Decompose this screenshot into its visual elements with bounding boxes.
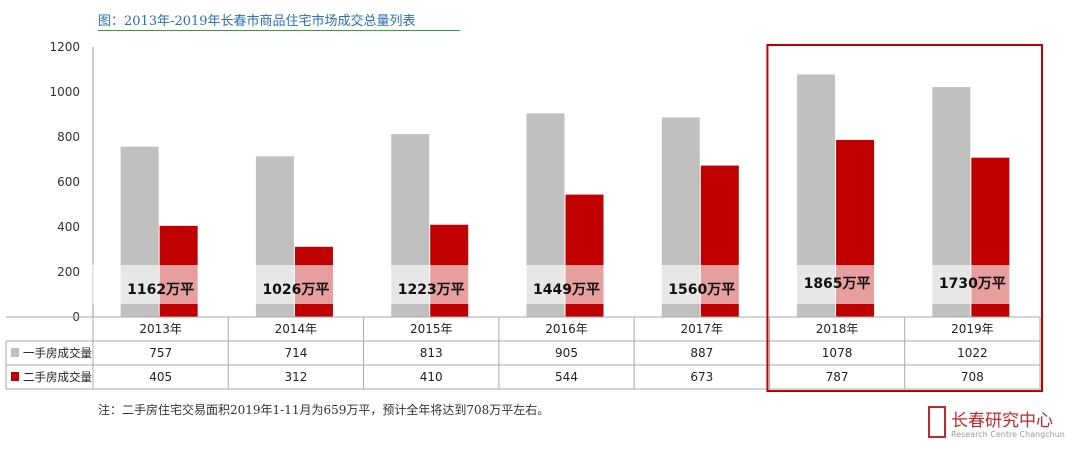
table-cell-second: 312 — [284, 370, 307, 384]
table-cell-new: 714 — [284, 346, 307, 360]
table-cell-new: 1078 — [822, 346, 853, 360]
y-tick-label: 800 — [57, 130, 80, 144]
x-tick-label: 2013年 — [139, 322, 182, 336]
table-cell-new: 813 — [420, 346, 443, 360]
footnote: 注：二手房住宅交易面积2019年1-11月为659万平，预计全年将达到708万平… — [98, 403, 550, 417]
y-tick-label: 400 — [57, 220, 80, 234]
table-cell-new: 905 — [555, 346, 578, 360]
logo-name: 长春研究中心 — [951, 411, 1053, 431]
legend-swatch-second — [11, 372, 19, 381]
legend-label-second: 二手房成交量 — [23, 370, 92, 384]
table-cell-second: 673 — [690, 370, 713, 384]
chart-title: 图：2013年-2019年长春市商品住宅市场成交总量列表 — [98, 14, 416, 29]
logo-mark-icon — [928, 406, 946, 438]
total-label-2: 1223万平 — [398, 282, 465, 298]
y-tick-label: 600 — [57, 175, 80, 189]
total-label-0: 1162万平 — [127, 282, 194, 298]
total-band-1 — [227, 265, 364, 304]
total-band-4 — [633, 265, 770, 304]
title-underline — [98, 30, 460, 31]
x-tick-label: 2015年 — [410, 322, 453, 336]
table-cell-second: 405 — [149, 370, 172, 384]
highlight-box — [766, 44, 1044, 392]
table-cell-second: 708 — [961, 370, 984, 384]
y-tick-label: 1000 — [49, 85, 80, 99]
total-label-4: 1560万平 — [668, 282, 735, 298]
total-label-5: 1865万平 — [804, 276, 871, 292]
total-label-6: 1730万平 — [939, 276, 1006, 292]
total-band-0 — [92, 265, 229, 304]
total-label-3: 1449万平 — [533, 282, 600, 298]
legend-label-new: 一手房成交量 — [23, 346, 92, 360]
table-cell-second: 787 — [826, 370, 849, 384]
total-band-3 — [498, 265, 635, 304]
legend-swatch-new — [11, 348, 19, 357]
table-cell-new: 1022 — [957, 346, 988, 360]
logo: 长春研究中心 Research Centre Changchun — [928, 404, 1078, 448]
total-band-6 — [904, 265, 1041, 304]
x-tick-label: 2016年 — [545, 322, 588, 336]
y-tick-label: 1200 — [49, 40, 80, 54]
x-tick-label: 2017年 — [681, 322, 724, 336]
table-cell-new: 757 — [149, 346, 172, 360]
table-cell-second: 544 — [555, 370, 578, 384]
logo-subtitle: Research Centre Changchun — [951, 430, 1065, 439]
x-tick-label: 2018年 — [816, 322, 859, 336]
total-band-2 — [363, 265, 500, 304]
y-tick-label: 200 — [57, 265, 80, 279]
x-tick-label: 2014年 — [275, 322, 318, 336]
table-cell-second: 410 — [420, 370, 443, 384]
total-label-1: 1026万平 — [262, 282, 329, 298]
total-band-5 — [769, 265, 906, 304]
x-tick-label: 2019年 — [951, 322, 994, 336]
table-cell-new: 887 — [690, 346, 713, 360]
